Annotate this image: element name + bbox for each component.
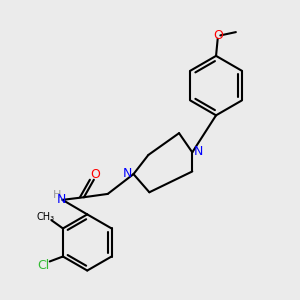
Text: O: O (90, 168, 100, 181)
Text: N: N (57, 194, 66, 206)
Text: CH₃: CH₃ (36, 212, 55, 222)
Text: O: O (213, 29, 223, 42)
Text: N: N (123, 167, 132, 180)
Text: H: H (53, 190, 62, 200)
Text: Cl: Cl (37, 259, 49, 272)
Text: N: N (194, 145, 203, 158)
